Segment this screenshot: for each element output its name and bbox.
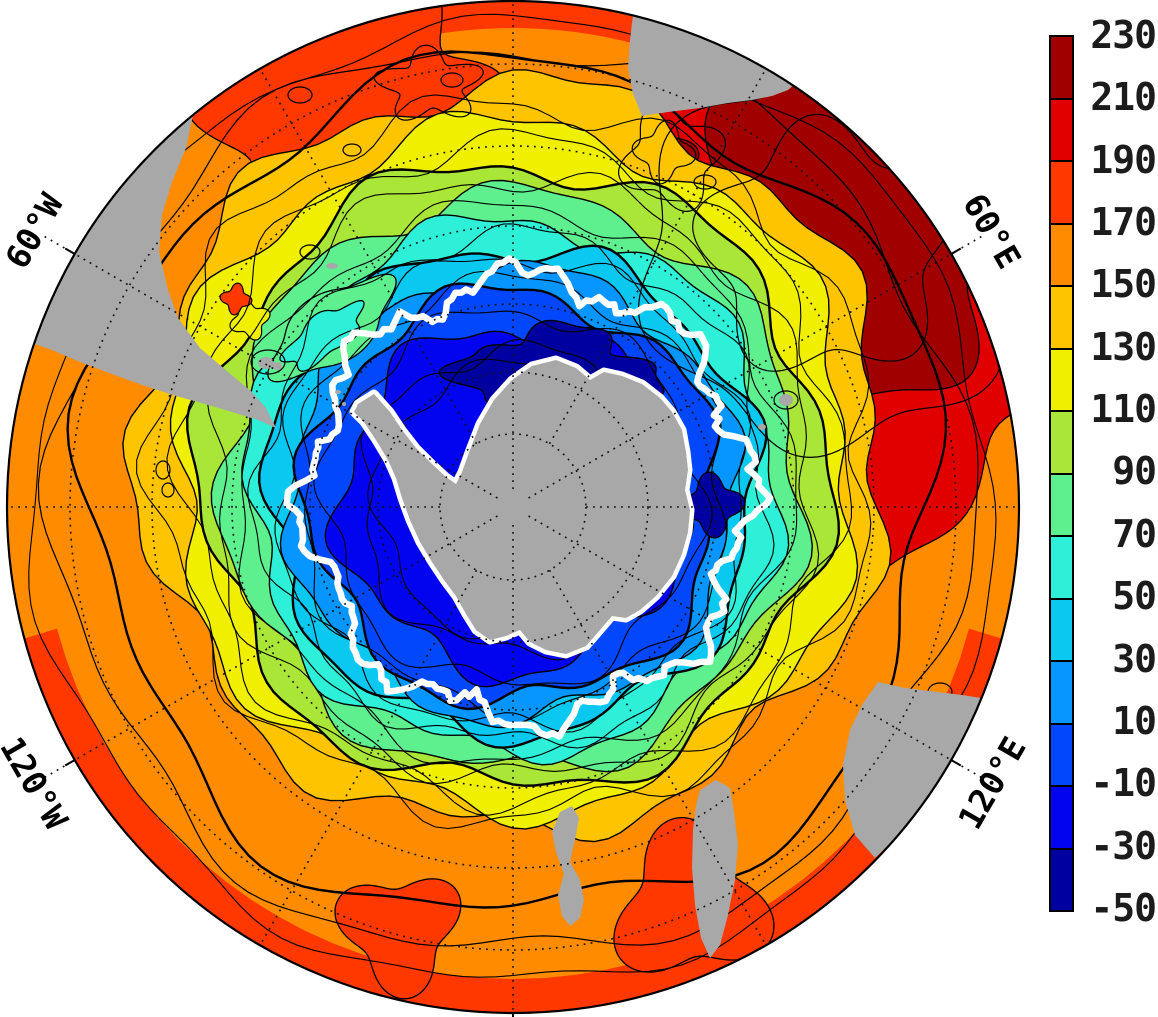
colorbar-cell xyxy=(1051,37,1072,100)
island-heard xyxy=(758,424,766,430)
colorbar-cell xyxy=(1051,224,1072,287)
colorbar-cell xyxy=(1051,537,1072,600)
colorbar-cell xyxy=(1051,349,1072,412)
land-tasmania-se-australia xyxy=(692,780,738,958)
graticule xyxy=(7,1,1019,1013)
white-ice-edge-contour xyxy=(283,255,774,740)
colorbar-cell xyxy=(1051,662,1072,725)
colorbar-cell xyxy=(1051,474,1072,537)
colorbar xyxy=(1049,35,1074,912)
colorbar-cell xyxy=(1051,162,1072,225)
colorbar-cell xyxy=(1051,849,1072,910)
land-masses xyxy=(35,15,981,958)
island-kerguelen xyxy=(779,394,793,406)
colorbar-cell xyxy=(1051,724,1072,787)
colorbar-cell xyxy=(1051,287,1072,350)
colorbar-cell xyxy=(1051,787,1072,850)
land-south-america xyxy=(35,115,276,428)
colorbar-cell xyxy=(1051,599,1072,662)
colorbar-cell xyxy=(1051,412,1072,475)
island-falklands xyxy=(258,357,274,369)
islet xyxy=(342,402,346,406)
land-australia xyxy=(843,682,981,858)
islet xyxy=(335,390,341,394)
island-falklands xyxy=(272,362,282,370)
land-antarctica xyxy=(354,360,690,654)
island-south-georgia xyxy=(326,263,338,269)
colorbar-cell xyxy=(1051,99,1072,162)
land-new-zealand xyxy=(552,806,584,926)
